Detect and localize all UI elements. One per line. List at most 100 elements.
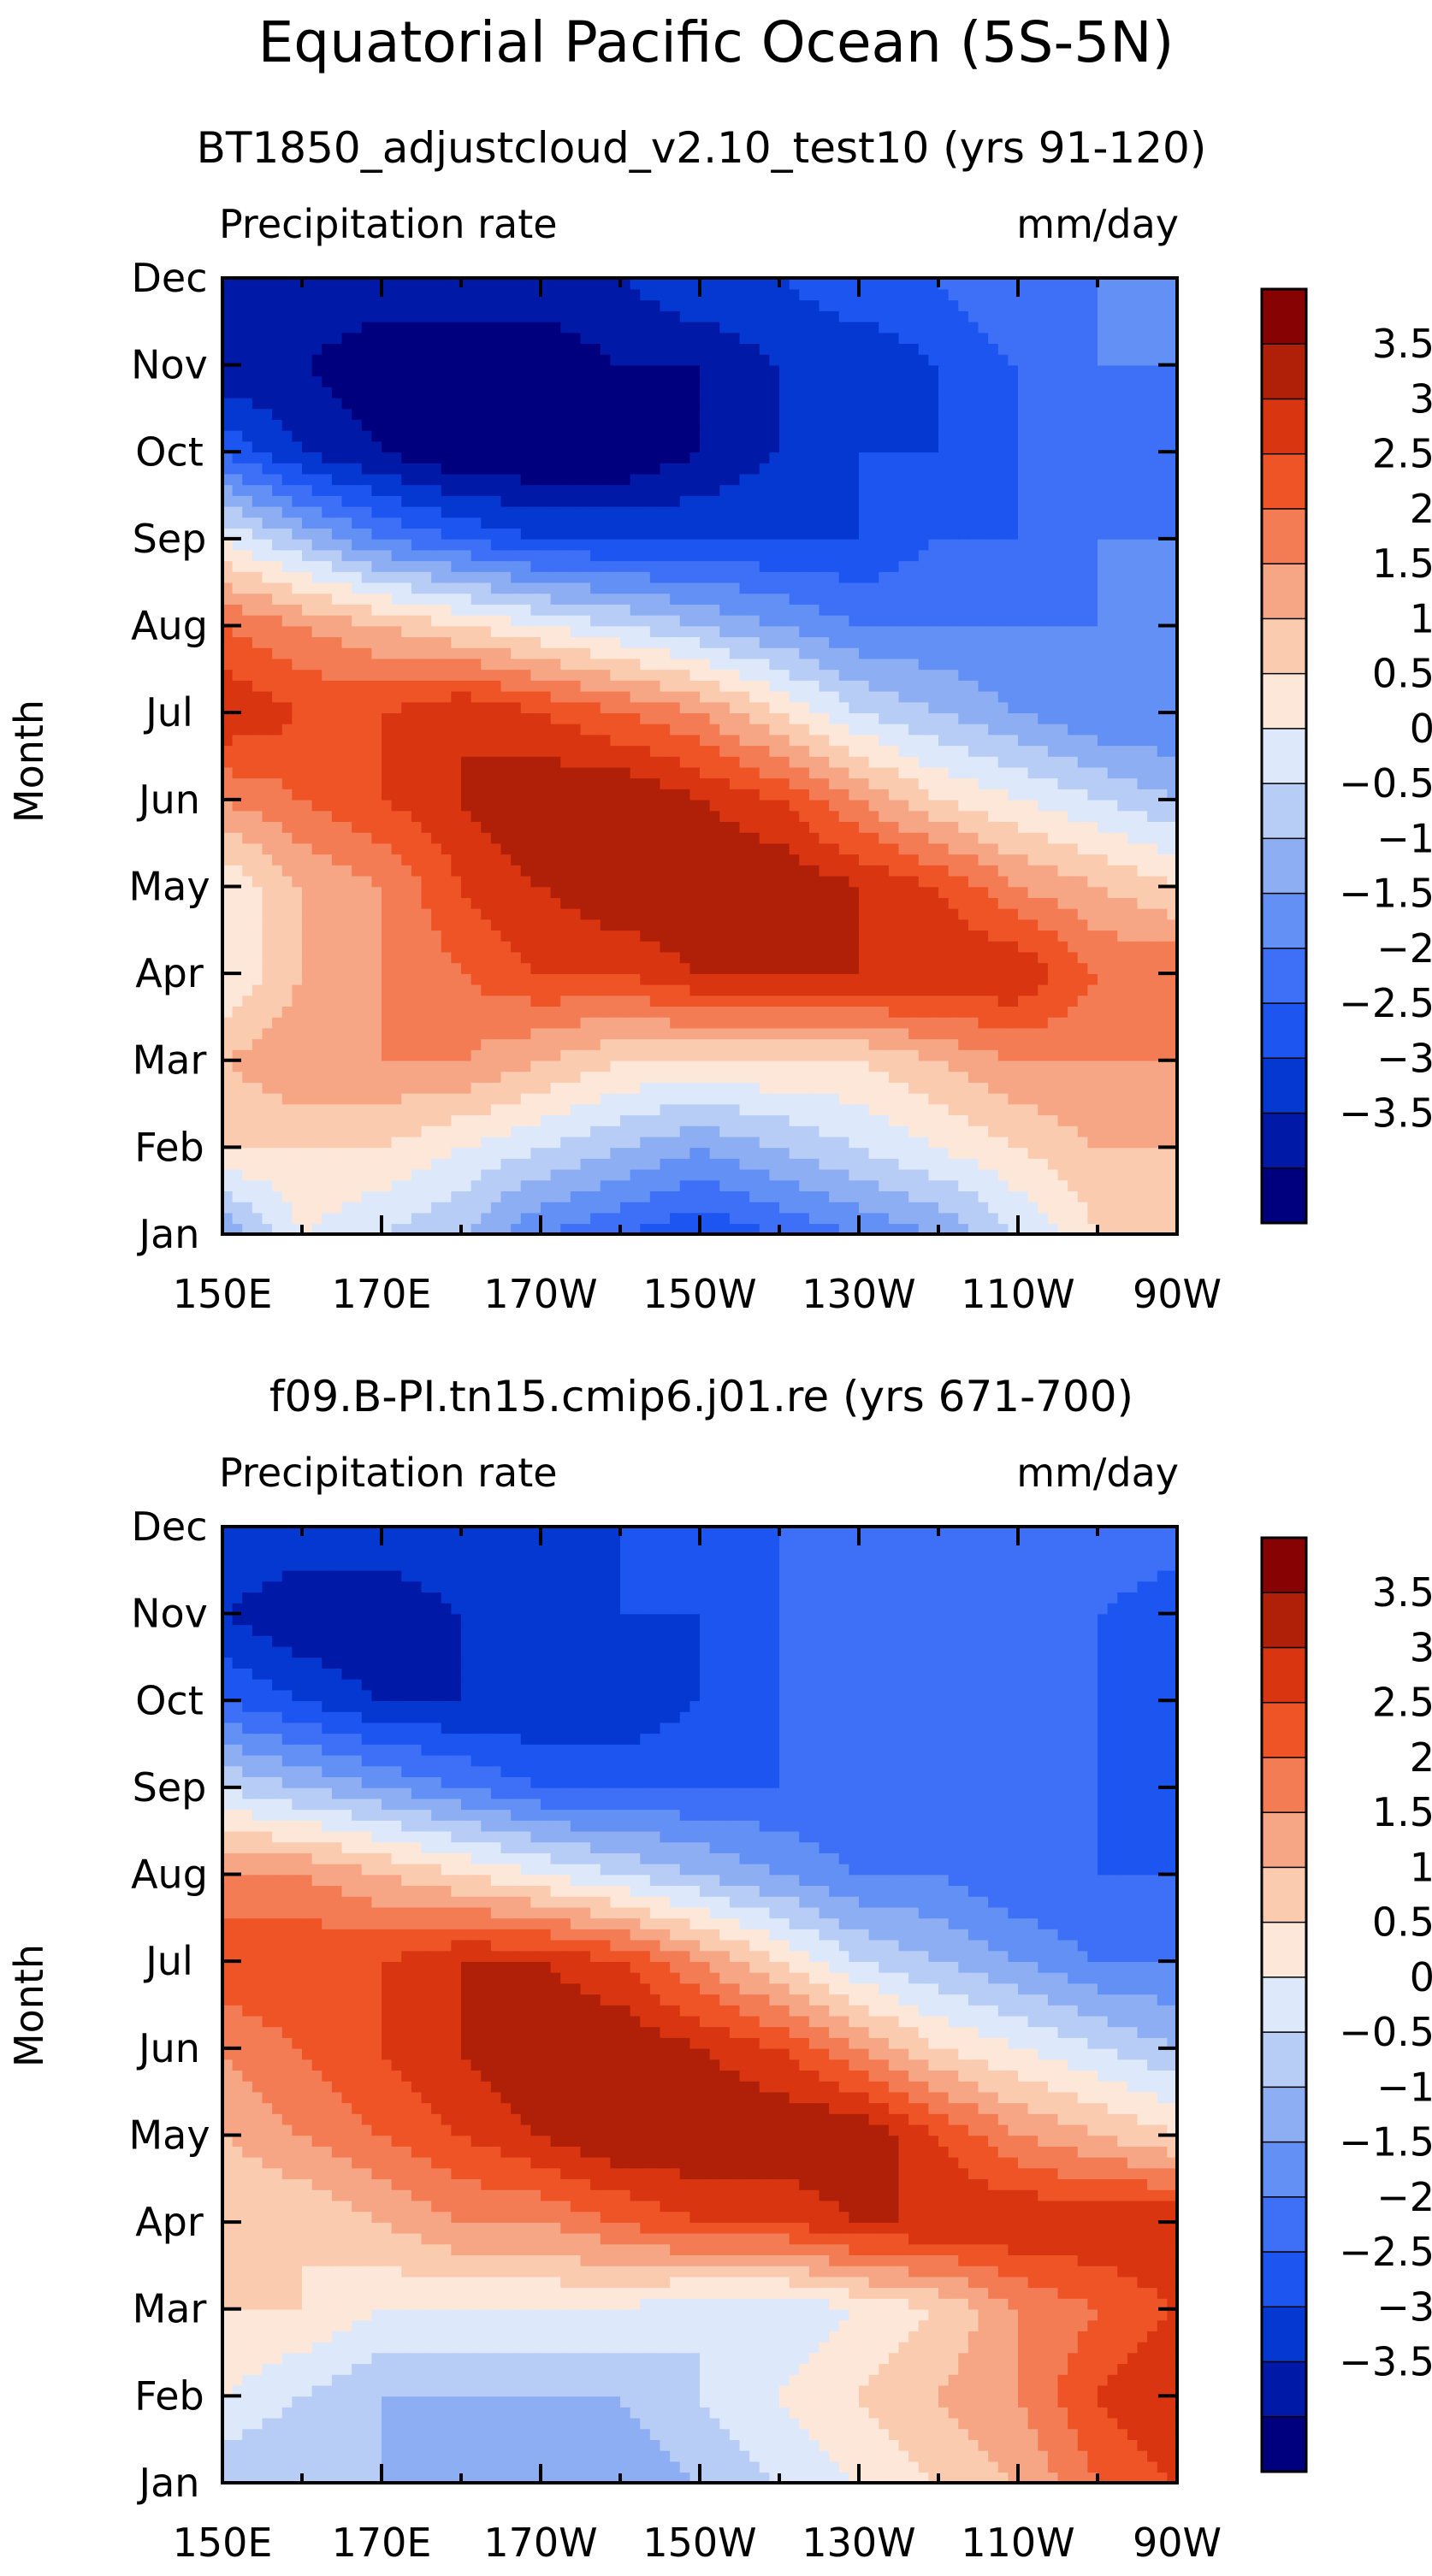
field-cell — [978, 962, 989, 974]
field-cell — [541, 766, 552, 779]
field-cell — [908, 799, 920, 812]
field-cell — [470, 1191, 482, 1202]
field-cell — [709, 1016, 721, 1029]
field-cell — [1038, 886, 1049, 898]
field-cell — [849, 1125, 860, 1137]
field-cell — [1068, 1191, 1079, 1202]
field-cell — [1018, 766, 1029, 779]
field-cell — [749, 1201, 760, 1214]
field-cell — [590, 701, 601, 713]
field-cell — [649, 1006, 661, 1018]
field-cell — [967, 1168, 979, 1181]
field-cell — [352, 712, 363, 724]
field-cell — [719, 1201, 731, 1214]
field-cell — [1107, 1223, 1119, 1234]
field-cell — [868, 734, 880, 747]
field-cell — [441, 1168, 453, 1181]
field-cell — [391, 962, 403, 974]
field-cell — [382, 1114, 393, 1126]
field-cell — [530, 995, 541, 1007]
field-cell — [799, 1136, 810, 1149]
field-cell — [759, 1114, 771, 1126]
field-cell — [709, 712, 721, 724]
field-cell — [888, 1201, 900, 1214]
field-cell — [859, 1049, 870, 1061]
field-cell — [918, 1092, 930, 1105]
field-cell — [630, 669, 642, 681]
field-cell — [232, 680, 244, 692]
field-cell — [580, 940, 591, 953]
field-cell — [272, 669, 283, 681]
field-cell — [610, 690, 621, 703]
field-cell — [838, 777, 850, 789]
field-cell — [262, 777, 273, 789]
field-cell — [1147, 734, 1158, 747]
field-cell — [281, 1223, 293, 1234]
field-cell — [1087, 1223, 1098, 1234]
field-cell — [1137, 865, 1148, 877]
field-cell — [838, 1201, 850, 1214]
field-cell — [1077, 940, 1089, 953]
field-cell — [1077, 1168, 1089, 1181]
field-cell — [500, 756, 512, 768]
field-cell — [1098, 951, 1109, 964]
field-cell — [490, 842, 502, 855]
field-cell — [352, 1136, 363, 1149]
field-cell — [1008, 723, 1019, 736]
field-cell — [541, 1125, 552, 1137]
field-cell — [620, 1006, 631, 1018]
field-cell — [470, 1125, 482, 1137]
field-cell — [670, 1049, 681, 1061]
field-cell — [470, 930, 482, 942]
field-cell — [541, 1191, 552, 1202]
field-cell — [660, 1125, 671, 1137]
field-cell — [1057, 1071, 1068, 1083]
field-cell — [838, 690, 850, 703]
field-cell — [560, 962, 571, 974]
field-cell — [700, 951, 711, 964]
field-cell — [570, 1212, 582, 1225]
field-cell — [709, 1092, 721, 1105]
field-cell — [1167, 831, 1177, 844]
field-cell — [849, 799, 860, 812]
field-cell — [670, 1158, 681, 1170]
field-cell — [500, 831, 512, 844]
field-cell — [1057, 919, 1068, 931]
field-cell — [292, 940, 303, 953]
field-cell — [838, 1103, 850, 1116]
field-cell — [1127, 1092, 1139, 1105]
field-cell — [451, 1168, 462, 1181]
field-cell — [341, 995, 352, 1007]
field-cell — [1008, 865, 1019, 877]
field-cell — [829, 1212, 840, 1225]
field-cell — [700, 940, 711, 953]
field-cell — [849, 1212, 860, 1225]
field-cell — [1127, 951, 1139, 964]
field-cell — [967, 1147, 979, 1159]
field-cell — [1087, 789, 1098, 801]
field-cell — [1127, 897, 1139, 909]
field-cell — [262, 1212, 273, 1225]
field-cell — [620, 756, 631, 768]
field-cell — [630, 1103, 642, 1116]
field-cell — [739, 865, 750, 877]
field-cell — [1147, 1125, 1158, 1137]
field-cell — [451, 919, 462, 931]
field-cell — [620, 712, 631, 724]
field-cell — [451, 1092, 462, 1105]
field-cell — [1077, 886, 1089, 898]
field-cell — [660, 1082, 671, 1094]
field-cell — [1077, 984, 1089, 996]
field-cell — [868, 940, 880, 953]
field-cell — [1147, 886, 1158, 898]
field-cell — [829, 962, 840, 974]
field-cell — [490, 1049, 502, 1061]
field-cell — [530, 962, 541, 974]
field-cell — [401, 1114, 412, 1126]
field-cell — [749, 1179, 760, 1191]
field-cell — [1157, 940, 1169, 953]
field-cell — [292, 756, 303, 768]
field-cell — [918, 1049, 930, 1061]
field-cell — [560, 810, 571, 823]
field-cell — [1157, 1060, 1169, 1072]
